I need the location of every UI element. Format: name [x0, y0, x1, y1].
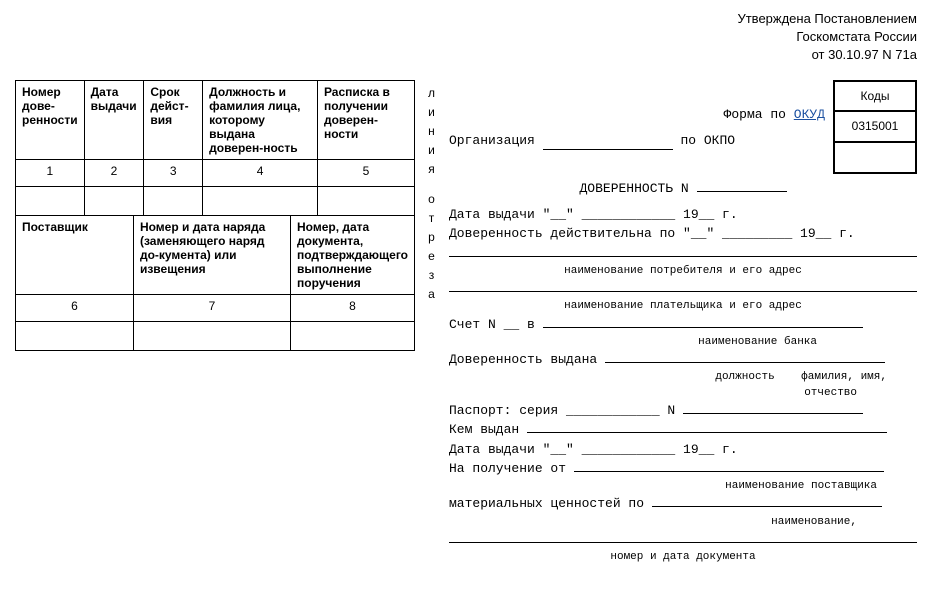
col-num: 5 — [317, 159, 414, 186]
cut-line-label: л и н и я о т р е з а — [425, 80, 439, 305]
doc-number-blank — [697, 191, 787, 192]
col-num: 6 — [16, 294, 134, 321]
issue-date-line: Дата выдачи "__" ____________ 19__ г. — [449, 206, 917, 224]
col-num: 8 — [291, 294, 415, 321]
receive-from-blank — [574, 471, 884, 472]
consumer-blank — [449, 256, 917, 257]
docnum-blank — [449, 542, 917, 543]
name-hint: наименование, — [449, 515, 917, 530]
fio-hint2: отчество — [449, 386, 917, 401]
docnum-hint: номер и дата документа — [449, 550, 917, 565]
okud-value: 0315001 — [834, 111, 916, 142]
form-area: Форма по ОКУД Организация по ОКПО Коды 0… — [449, 80, 917, 566]
col-header: Номер, дата документа, подтверждающего в… — [291, 215, 415, 294]
registry-table-1: Номер дове-ренности Дата выдачи Срок дей… — [15, 80, 415, 216]
approval-line3: от 30.10.97 N 71а — [15, 46, 917, 64]
col-num: 4 — [203, 159, 318, 186]
okpo-value — [834, 142, 916, 173]
okud-link[interactable]: ОКУД — [794, 107, 825, 122]
left-column: Номер дове-ренности Дата выдачи Срок дей… — [15, 80, 415, 351]
issued-to-label: Доверенность выдана — [449, 352, 597, 367]
org-label: Организация — [449, 133, 535, 148]
empty-cell — [16, 186, 85, 215]
col-header: Срок дейст-вия — [144, 80, 203, 159]
payer-hint: наименование плательщика и его адрес — [449, 299, 917, 314]
materials-label: материальных ценностей по — [449, 496, 644, 511]
valid-until-line: Доверенность действительна по "__" _____… — [449, 225, 917, 243]
issued-by-blank — [527, 432, 887, 433]
empty-cell — [144, 186, 203, 215]
bank-hint: наименование банка — [449, 335, 917, 350]
col-header: Номер дове-ренности — [16, 80, 85, 159]
passport-label: Паспорт: серия ____________ N — [449, 403, 675, 418]
passport-number-blank — [683, 413, 863, 414]
col-num: 1 — [16, 159, 85, 186]
empty-cell — [84, 186, 144, 215]
col-header: Должность и фамилия лица, которому выдан… — [203, 80, 318, 159]
col-header: Расписка в получении доверен-ности — [317, 80, 414, 159]
payer-blank — [449, 291, 917, 292]
col-header: Поставщик — [16, 215, 134, 294]
approval-line1: Утверждена Постановлением — [15, 10, 917, 28]
account-blank — [543, 327, 863, 328]
okud-label: Форма по — [724, 107, 786, 122]
approval-header: Утверждена Постановлением Госкомстата Ро… — [15, 10, 917, 65]
form-title: ДОВЕРЕННОСТЬ N — [579, 181, 688, 196]
consumer-hint: наименование потребителя и его адрес — [449, 264, 917, 279]
empty-cell — [317, 186, 414, 215]
col-header: Номер и дата наряда (заменяющего наряд д… — [133, 215, 290, 294]
codes-header: Коды — [834, 81, 916, 112]
registry-table-2: Поставщик Номер и дата наряда (заменяюще… — [15, 215, 415, 351]
materials-blank — [652, 506, 882, 507]
codes-table: Коды 0315001 — [833, 80, 917, 174]
col-header: Дата выдачи — [84, 80, 144, 159]
account-label: Счет N __ в — [449, 317, 535, 332]
supplier-hint: наименование поставщика — [449, 479, 917, 494]
col-num: 3 — [144, 159, 203, 186]
org-blank — [543, 149, 673, 150]
empty-cell — [203, 186, 318, 215]
approval-line2: Госкомстата России — [15, 28, 917, 46]
okpo-label: по ОКПО — [680, 133, 735, 148]
col-num: 2 — [84, 159, 144, 186]
issued-by-label: Кем выдан — [449, 422, 519, 437]
empty-cell — [16, 321, 134, 350]
issue-date2-line: Дата выдачи "__" ____________ 19__ г. — [449, 441, 917, 459]
position-hint: должность — [715, 371, 774, 383]
issued-to-blank — [605, 362, 885, 363]
empty-cell — [133, 321, 290, 350]
fio-hint: фамилия, имя, — [801, 371, 887, 383]
receive-from-label: На получение от — [449, 461, 566, 476]
empty-cell — [291, 321, 415, 350]
col-num: 7 — [133, 294, 290, 321]
